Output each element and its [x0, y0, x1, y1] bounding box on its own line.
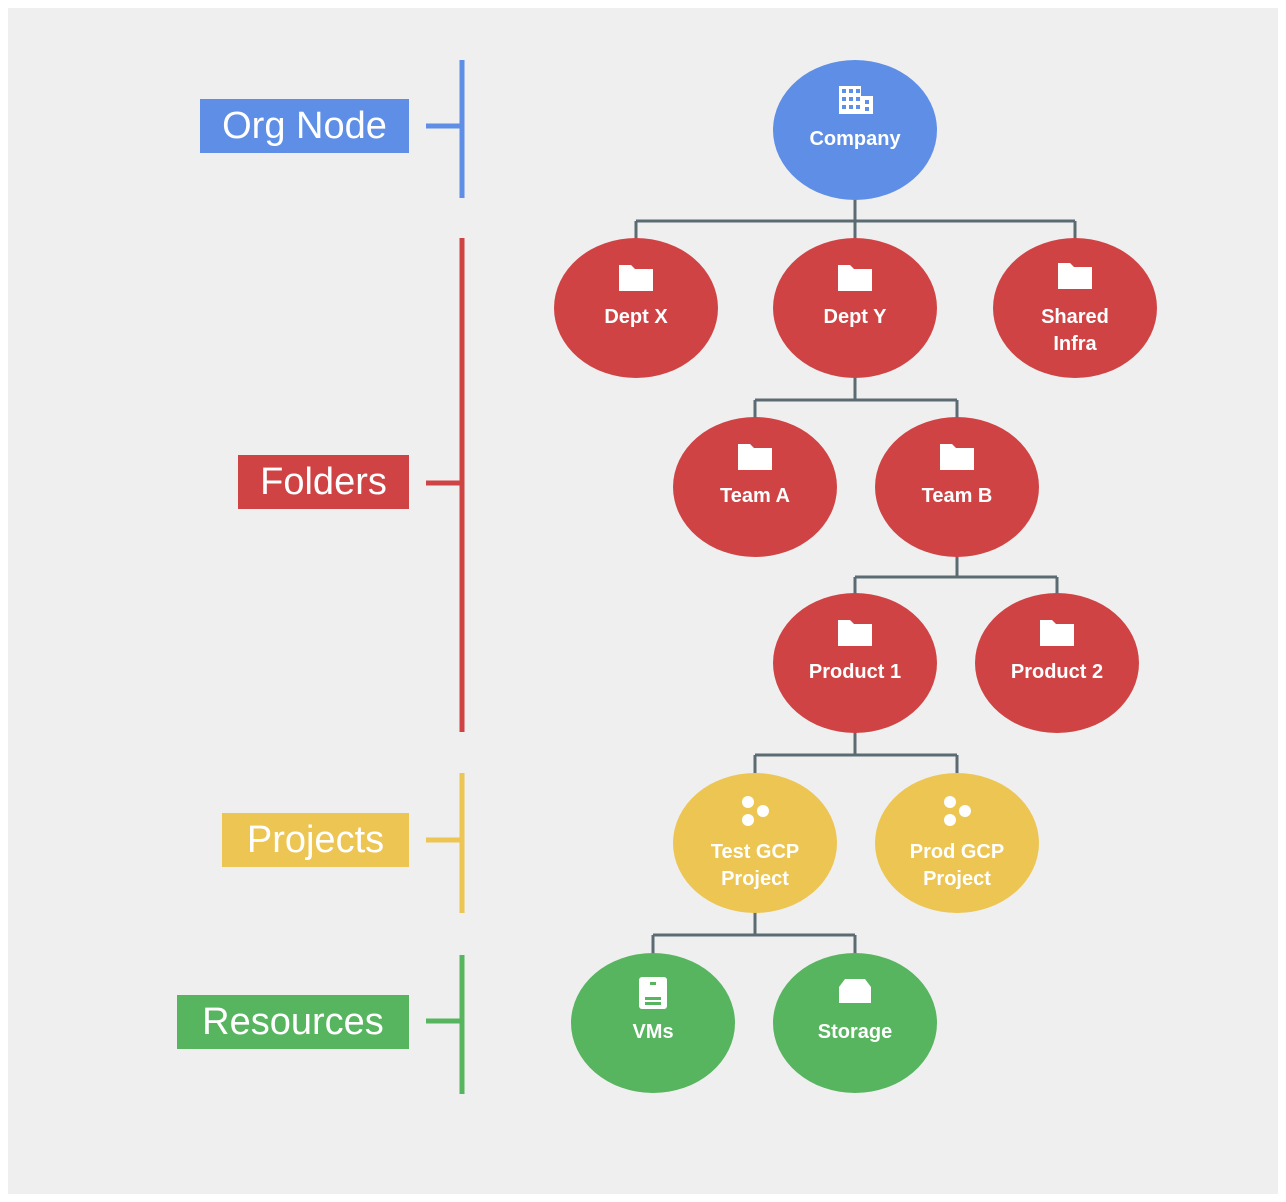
node-dept-x: Dept X: [554, 238, 718, 378]
node-vms: VMs: [571, 953, 735, 1093]
node-circle: [773, 593, 937, 733]
folder-icon: [838, 620, 872, 646]
node-circle: [975, 593, 1139, 733]
node-label: Shared: [1041, 306, 1109, 328]
node-storage: Storage: [773, 953, 937, 1093]
level-bracket-org: [426, 60, 465, 198]
storage-icon: [839, 979, 871, 1003]
node-label: Dept Y: [824, 306, 888, 328]
node-circle: [773, 238, 937, 378]
connector-company: [634, 196, 1077, 242]
node-team-b: Team B: [875, 417, 1039, 557]
node-label: Storage: [818, 1021, 892, 1043]
node-circle: [993, 238, 1157, 378]
node-label: Team A: [720, 485, 790, 507]
level-label-projects: Projects: [222, 813, 409, 867]
node-test-gcp-project: Test GCP Project: [673, 773, 837, 913]
node-label: Project: [721, 868, 789, 890]
project-dots-icon: [742, 796, 769, 826]
level-label-org-node: Org Node: [200, 99, 409, 153]
node-label: Infra: [1053, 333, 1097, 355]
level-label-folders: Folders: [238, 455, 409, 509]
node-label: Project: [923, 868, 991, 890]
node-product-1: Product 1: [773, 593, 937, 733]
node-circle: [773, 60, 937, 200]
folder-icon: [838, 265, 872, 291]
folder-icon: [738, 444, 772, 470]
connector-dept-y: [753, 374, 959, 421]
node-team-a: Team A: [673, 417, 837, 557]
folder-icon: [1058, 263, 1092, 289]
connector-product-1: [753, 729, 959, 777]
folder-icon: [940, 444, 974, 470]
level-bracket-resources: [426, 955, 465, 1094]
node-circle: [875, 773, 1039, 913]
node-circle: [571, 953, 735, 1093]
node-circle: [554, 238, 718, 378]
vm-icon: [639, 977, 667, 1009]
connector-team-b: [853, 553, 1059, 597]
node-circle: [773, 953, 937, 1093]
connector-test-gcp-project: [651, 909, 857, 957]
node-label: Dept X: [604, 306, 668, 328]
node-circle: [875, 417, 1039, 557]
folder-icon: [619, 265, 653, 291]
level-label-resources: Resources: [177, 995, 409, 1049]
node-dept-y: Dept Y: [773, 238, 937, 378]
building-icon: [839, 86, 873, 114]
node-circle: [673, 773, 837, 913]
node-label: Product 2: [1011, 661, 1103, 683]
node-label: Product 1: [809, 661, 901, 683]
node-label: Team B: [922, 485, 993, 507]
node-product-2: Product 2: [975, 593, 1139, 733]
node-prod-gcp-project: Prod GCP Project: [875, 773, 1039, 913]
level-bracket-folders: [426, 238, 465, 732]
node-circle: [673, 417, 837, 557]
folder-icon: [1040, 620, 1074, 646]
node-shared-infra: Shared Infra: [993, 238, 1157, 378]
level-bracket-projects: [426, 773, 465, 913]
project-dots-icon: [944, 796, 971, 826]
node-label: Company: [809, 128, 901, 150]
node-company: Company: [773, 60, 937, 200]
node-label: Prod GCP: [910, 841, 1004, 863]
node-label: Test GCP: [711, 841, 800, 863]
node-label: VMs: [632, 1021, 673, 1043]
